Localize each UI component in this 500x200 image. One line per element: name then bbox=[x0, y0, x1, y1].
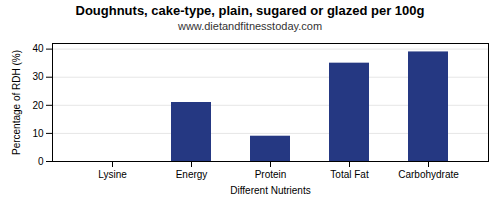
svg-text:Carbohydrate: Carbohydrate bbox=[398, 169, 459, 180]
svg-text:Different Nutrients: Different Nutrients bbox=[230, 185, 310, 196]
html-text:www.dietandfitnesstoday.com: www.dietandfitnesstoday.com bbox=[178, 20, 322, 32]
svg-text:20: 20 bbox=[32, 100, 44, 111]
svg-text:Total Fat: Total Fat bbox=[330, 169, 369, 180]
svg-text:Percentage of RDH (%): Percentage of RDH (%) bbox=[11, 50, 22, 155]
svg-text:Protein: Protein bbox=[255, 169, 287, 180]
svg-text:10: 10 bbox=[32, 128, 44, 139]
svg-text:Energy: Energy bbox=[176, 169, 208, 180]
svg-text:40: 40 bbox=[32, 43, 44, 54]
svg-text:30: 30 bbox=[32, 71, 44, 82]
html-text:Doughnuts, cake-type, plain, s: Doughnuts, cake-type, plain, sugared or … bbox=[75, 3, 425, 18]
svg-text:Lysine: Lysine bbox=[98, 169, 127, 180]
svg-text:0: 0 bbox=[38, 156, 44, 167]
